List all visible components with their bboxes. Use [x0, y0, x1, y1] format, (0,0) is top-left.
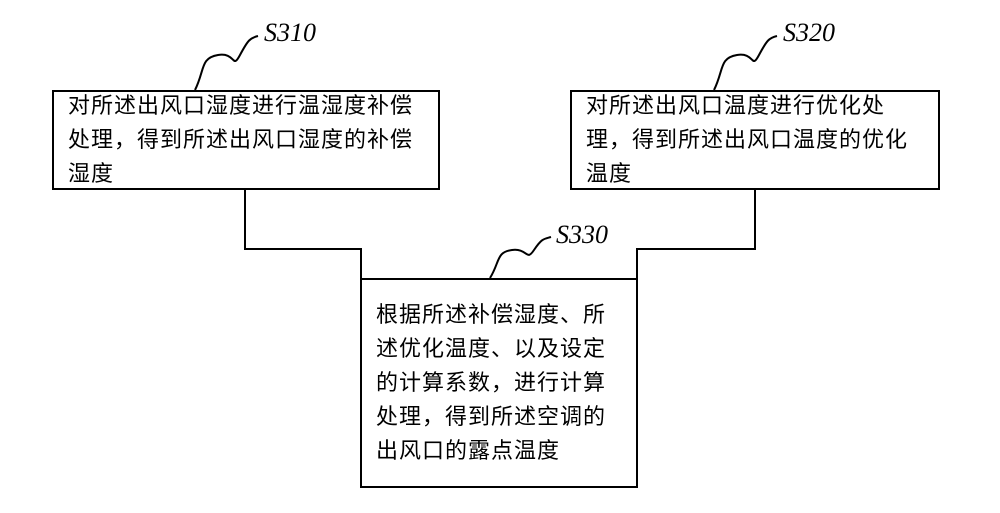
edge-s320-s330-seg1 [754, 190, 756, 250]
flowchart-canvas: 对所述出风口湿度进行温湿度补偿处理，得到所述出风口湿度的补偿湿度 S310 对所… [0, 0, 1000, 513]
edge-s320-s330-seg2 [636, 248, 756, 250]
edge-s310-s330-seg2 [244, 248, 362, 250]
edge-s310-s330-seg1 [244, 190, 246, 250]
edge-s310-s330-seg3 [360, 248, 362, 278]
label-s330: S330 [556, 220, 608, 250]
squiggle-s330 [0, 0, 1000, 513]
edge-s320-s330-seg3 [636, 248, 638, 278]
